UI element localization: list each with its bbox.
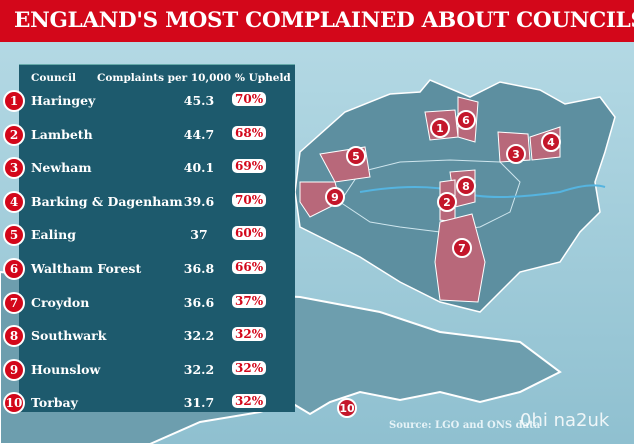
complaints-value: 36.6 — [183, 294, 215, 310]
svg-text:4: 4 — [547, 136, 555, 149]
complaints-value: 39.6 — [183, 193, 215, 209]
council-table: Council Complaints per 10,000 % Upheld 1… — [3, 64, 295, 415]
map-marker: 5 — [346, 146, 366, 166]
svg-text:6: 6 — [462, 114, 470, 127]
svg-text:7: 7 — [458, 242, 466, 255]
rank-badge: 9 — [3, 358, 25, 381]
map-marker: 7 — [452, 238, 472, 258]
table-row: 8 Southwark 32.2 32% — [3, 324, 295, 348]
upheld-badge: 32% — [232, 327, 267, 342]
upheld-badge: 32% — [232, 360, 267, 375]
svg-text:2: 2 — [443, 196, 451, 209]
map-marker: 6 — [456, 110, 476, 130]
map-marker: 10 — [337, 398, 357, 418]
complaints-value: 37 — [190, 227, 208, 243]
rank-badge: 2 — [3, 123, 25, 146]
column-header-upheld: % Upheld — [235, 72, 291, 84]
svg-text:10: 10 — [339, 402, 355, 415]
complaints-value: 32.2 — [183, 328, 215, 344]
upheld-badge: 69% — [232, 159, 267, 174]
map-marker: 8 — [456, 176, 476, 196]
table-row: 6 Waltham Forest 36.8 66% — [3, 257, 295, 281]
svg-text:1: 1 — [436, 122, 444, 135]
council-name: Lambeth — [31, 126, 93, 142]
rank-badge: 7 — [3, 291, 25, 314]
svg-text:3: 3 — [512, 148, 520, 161]
complaints-value: 44.7 — [183, 126, 215, 142]
map-marker: 2 — [437, 192, 457, 212]
map-marker: 9 — [325, 187, 345, 207]
complaints-value: 45.3 — [183, 93, 215, 108]
column-header-council: Council — [31, 72, 76, 84]
council-name: Newham — [31, 160, 92, 176]
upheld-badge: 70% — [232, 192, 267, 207]
map-marker: 4 — [541, 132, 561, 152]
svg-text:5: 5 — [352, 150, 360, 163]
table-row: 10 Torbay 31.7 32% — [3, 391, 295, 415]
table-row: 5 Ealing 37 60% — [3, 223, 295, 247]
borough-croydon — [434, 213, 486, 303]
rank-badge: 3 — [3, 157, 25, 180]
svg-text:9: 9 — [331, 191, 339, 204]
council-name: Barking & Dagenham — [31, 193, 183, 209]
upheld-badge: 66% — [232, 260, 267, 274]
table-row: 7 Croydon 36.6 37% — [3, 291, 295, 315]
rank-badge: 6 — [3, 258, 25, 280]
upheld-badge: 32% — [232, 394, 267, 409]
rank-badge: 5 — [3, 224, 25, 247]
map-marker: 3 — [506, 144, 526, 164]
rank-badge: 10 — [3, 392, 25, 415]
table-row: 4 Barking & Dagenham 39.6 70% — [3, 190, 295, 214]
council-name: Waltham Forest — [31, 261, 142, 276]
upheld-badge: 60% — [232, 226, 267, 241]
page-title: ENGLAND'S MOST COMPLAINED ABOUT COUNCILS — [0, 0, 634, 42]
council-name: Croydon — [31, 294, 90, 310]
map-marker: 1 — [430, 118, 450, 138]
council-name: Hounslow — [31, 361, 101, 377]
complaints-value: 32.2 — [183, 361, 215, 377]
upheld-badge: 70% — [232, 92, 267, 106]
svg-text:8: 8 — [462, 180, 470, 193]
rank-badge: 8 — [3, 325, 25, 348]
watermark: 0hi na2uk — [520, 410, 610, 431]
map-markers: 1 6 5 3 4 8 9 2 7 10 — [325, 110, 561, 418]
source-note: Source: LGO and ONS data — [389, 420, 541, 431]
table-row: 2 Lambeth 44.7 68% — [3, 123, 295, 147]
table-row: 9 Hounslow 32.2 32% — [3, 358, 295, 382]
upheld-badge: 68% — [232, 125, 267, 140]
council-name: Ealing — [31, 227, 76, 243]
upheld-badge: 37% — [232, 293, 267, 308]
table-row: 1 Haringey 45.3 70% — [3, 89, 295, 113]
council-name: Torbay — [31, 395, 78, 411]
rank-badge: 1 — [3, 90, 25, 112]
council-name: Southwark — [31, 328, 107, 344]
complaints-value: 40.1 — [183, 160, 215, 176]
rank-badge: 4 — [3, 190, 25, 213]
complaints-value: 31.7 — [183, 395, 215, 411]
council-name: Haringey — [31, 93, 96, 108]
column-header-complaints: Complaints per 10,000 — [97, 72, 232, 84]
complaints-value: 36.8 — [183, 261, 215, 276]
table-row: 3 Newham 40.1 69% — [3, 156, 295, 180]
